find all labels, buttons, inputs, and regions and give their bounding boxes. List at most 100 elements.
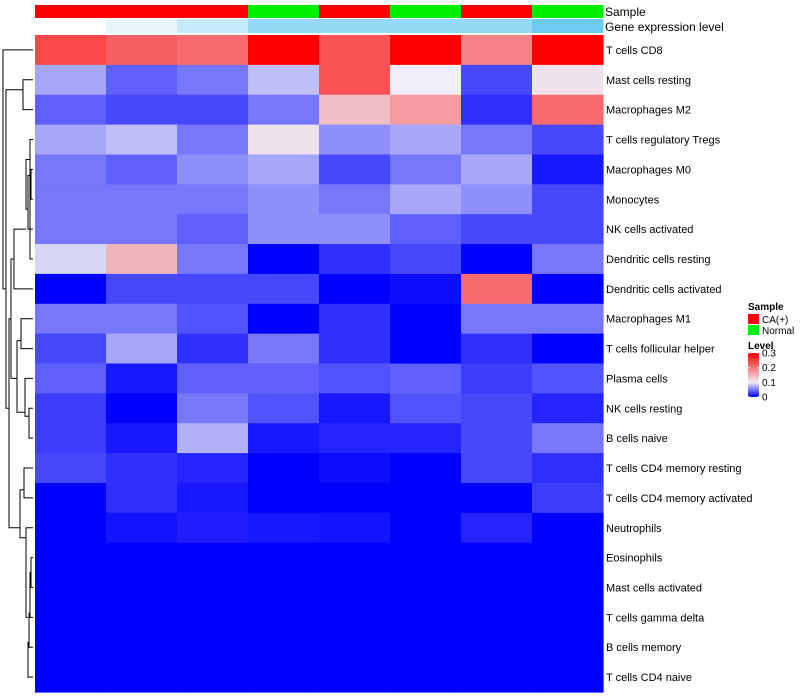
legend-label-normal: Normal	[762, 326, 794, 337]
heatmap-cell	[177, 542, 249, 574]
heatmap-cell	[248, 423, 320, 454]
heatmap-cell	[390, 244, 462, 275]
heatmap-cell	[532, 662, 604, 693]
row-label: T cells gamma delta	[606, 612, 705, 624]
heatmap-cell	[35, 572, 107, 604]
dendrogram-branch	[28, 612, 33, 648]
heatmap-cell	[319, 333, 391, 365]
row-label: T cells CD4 naive	[606, 672, 692, 684]
heatmap-cell	[390, 482, 462, 514]
heatmap-cell	[461, 184, 533, 215]
heatmap-cell	[532, 184, 604, 215]
heatmap-cell	[106, 512, 178, 544]
legend-tick-label: 0.1	[762, 378, 776, 389]
heatmap-cell	[532, 602, 604, 633]
dendrogram-branch	[30, 557, 33, 588]
dendrogram-branch	[20, 318, 33, 350]
heatmap-cell	[461, 35, 533, 66]
heatmap-cell	[319, 512, 391, 544]
heatmap-cell	[106, 154, 178, 185]
heatmap-cell	[35, 632, 107, 663]
dendrogram-branch	[29, 572, 33, 618]
row-labels: T cells CD8 Mast cells resting Macrophages…	[606, 45, 753, 684]
heatmap-cell	[35, 64, 107, 96]
row-label: Macrophages M1	[606, 314, 691, 326]
heatmap-cell	[177, 662, 249, 693]
heatmap-cell	[390, 662, 462, 693]
heatmap-cell	[319, 124, 391, 156]
heatmap-cell	[319, 423, 391, 454]
heatmap-cell	[461, 244, 533, 275]
heatmap-cell	[532, 542, 604, 574]
dendrogram-branch	[28, 407, 33, 439]
heatmap-cell	[532, 453, 604, 484]
row-label: T cells CD8	[606, 45, 663, 57]
heatmap-cell	[106, 662, 178, 693]
heatmap-cell	[319, 303, 391, 335]
legend-level-title: Level	[748, 341, 774, 352]
heatmap-cell	[106, 363, 178, 394]
heatmap-cell	[35, 184, 107, 215]
heatmap-cell	[461, 512, 533, 544]
legend-tick-label: 0	[762, 393, 768, 404]
heatmap-cell	[106, 124, 178, 156]
heatmap-cell	[177, 632, 249, 663]
row-dendrogram	[2, 49, 33, 678]
heatmap-cell	[248, 214, 320, 245]
heatmap-cell	[390, 184, 462, 215]
heatmap-cell	[461, 632, 533, 663]
heatmap-cell	[35, 363, 107, 394]
heatmap-cell	[461, 393, 533, 424]
dendrogram-branch	[25, 159, 30, 210]
row-label: T cells follicular helper	[606, 344, 715, 356]
sample-cell-3	[177, 5, 249, 18]
heatmap-cell	[461, 64, 533, 96]
heatmap-cell	[461, 453, 533, 484]
dendrogram-branch	[29, 139, 33, 260]
heatmap-cell	[390, 154, 462, 185]
row-label: Plasma cells	[606, 373, 668, 385]
row-label: T cells CD4 memory activated	[606, 493, 753, 505]
heatmap-cell	[461, 542, 533, 574]
heatmap-cell	[177, 363, 249, 394]
legend-swatch-normal	[748, 325, 759, 335]
heatmap-cell	[319, 393, 391, 424]
heatmap-cell	[35, 94, 107, 126]
heatmap-cell	[461, 662, 533, 693]
dendrogram-branch	[22, 79, 33, 111]
heatmap-cell	[390, 512, 462, 544]
heatmap-cell	[319, 35, 391, 66]
heatmap-cell	[35, 273, 107, 305]
row-label: Macrophages M2	[606, 105, 691, 117]
heatmap-cell	[177, 124, 249, 156]
expression-cell-1	[35, 19, 107, 33]
heatmap-cell	[319, 154, 391, 185]
heatmap-cell	[319, 363, 391, 394]
heatmap-cell	[106, 214, 178, 245]
heatmap-cell	[532, 393, 604, 424]
heatmap-cell	[35, 453, 107, 484]
row-label: Neutrophils	[606, 523, 662, 535]
heatmap-cell	[106, 35, 178, 66]
heatmap-cell	[319, 94, 391, 126]
heatmap-cell	[35, 512, 107, 544]
dendrogram-branch	[5, 89, 23, 409]
heatmap-cell	[390, 214, 462, 245]
heatmap-cell	[248, 273, 320, 305]
legend: Sample CA(+) Normal Level 0.3 0.2 0.1 0	[748, 302, 794, 404]
heatmap-cell	[319, 572, 391, 604]
heatmap-cell	[106, 632, 178, 663]
heatmap-cell	[248, 572, 320, 604]
expression-cell-8	[532, 19, 604, 33]
heatmap-cell	[248, 124, 320, 156]
heatmap-cell	[248, 154, 320, 185]
expression-cell-7	[461, 19, 533, 33]
heatmap-cell	[177, 453, 249, 484]
row-label: Mast cells activated	[606, 582, 702, 594]
heatmap-cell	[248, 94, 320, 126]
row-label: Dendritic cells activated	[606, 284, 722, 296]
heatmap-cell	[461, 602, 533, 633]
heatmap-cell	[177, 482, 249, 514]
heatmap-cell	[35, 423, 107, 454]
heatmap-cell	[319, 632, 391, 663]
